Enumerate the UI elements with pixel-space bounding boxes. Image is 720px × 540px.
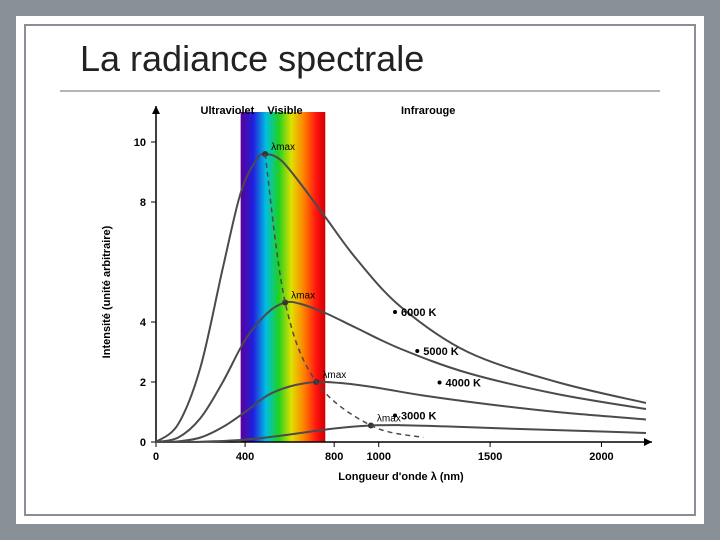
x-tick-label: 400 — [236, 451, 254, 463]
peak-label: λmax — [322, 370, 346, 381]
region-label-uv: Ultraviolet — [201, 105, 255, 117]
x-axis-arrow — [644, 438, 652, 446]
y-tick-label: 8 — [140, 197, 146, 209]
peak-label: λmax — [377, 414, 401, 425]
peak-label: λmax — [271, 142, 295, 153]
y-tick-label: 10 — [134, 137, 146, 149]
x-tick-label: 1500 — [478, 451, 502, 463]
curve-label: 4000 K — [446, 378, 482, 390]
curve-label: 3000 K — [401, 411, 437, 423]
outer-frame: La radiance spectrale 040080010001500200… — [14, 14, 706, 526]
region-label-visible: Visible — [267, 105, 302, 117]
inner-frame: La radiance spectrale 040080010001500200… — [24, 24, 696, 516]
blackbody-curve — [156, 154, 646, 442]
spectral-radiance-chart: 0 400 800 1000 1500 2000 0 2 4 8 10 Longueur d'onde… — [66, 102, 666, 502]
curve-label: 5000 K — [423, 346, 459, 358]
y-axis-arrow — [152, 106, 160, 114]
x-tick-label: 0 — [153, 451, 159, 463]
x-axis-label: Longueur d'onde λ (nm) — [338, 471, 464, 483]
y-axis-label: Intensité (unité arbitraire) — [101, 225, 113, 358]
peak-label: λmax — [291, 291, 315, 302]
page-title: La radiance spectrale — [60, 30, 660, 88]
y-tick-label: 2 — [140, 377, 146, 389]
x-tick-label: 800 — [325, 451, 343, 463]
y-tick-label: 4 — [140, 317, 147, 329]
curve-label-dot — [393, 310, 397, 314]
curve-label: 6000 K — [401, 307, 437, 319]
region-label-ir: Infrarouge — [401, 105, 455, 117]
chart-area: 0 400 800 1000 1500 2000 0 2 4 8 10 Longueur d'onde… — [66, 102, 654, 494]
title-bar: La radiance spectrale — [60, 30, 660, 92]
curve-label-dot — [393, 414, 397, 418]
x-tick-label: 2000 — [589, 451, 613, 463]
curve-label-dot — [415, 349, 419, 353]
curve-label-dot — [438, 381, 442, 385]
y-tick-label: 0 — [140, 437, 146, 449]
x-tick-label: 1000 — [366, 451, 390, 463]
